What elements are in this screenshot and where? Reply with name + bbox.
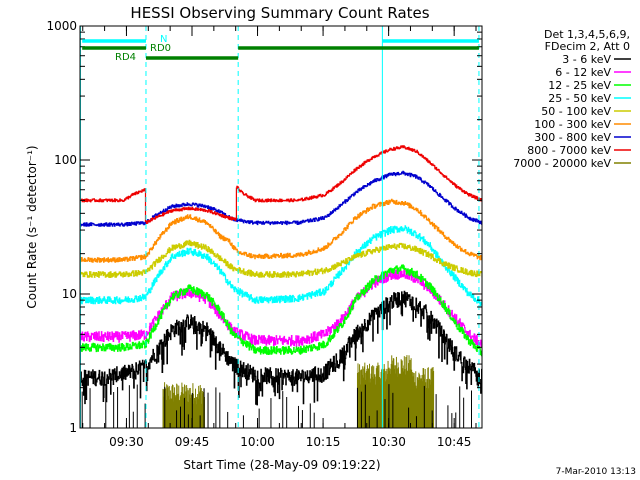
y-tick-label-1: 10 bbox=[62, 287, 77, 301]
legend-label-8: 7000 - 20000 keV bbox=[513, 157, 611, 170]
series-line-4 bbox=[80, 239, 482, 278]
legend-label-0: 3 - 6 keV bbox=[562, 53, 611, 66]
legend-header-1: FDecim 2, Att 0 bbox=[545, 40, 630, 53]
timestamp: 7-Mar-2010 13:13 bbox=[556, 467, 636, 477]
series-line-7 bbox=[80, 145, 482, 224]
legend-label-1: 6 - 12 keV bbox=[555, 66, 611, 79]
legend-label-3: 25 - 50 keV bbox=[548, 92, 611, 105]
legend-label-6: 300 - 800 keV bbox=[534, 131, 611, 144]
flag-n: N bbox=[82, 34, 479, 45]
chart-title: HESSI Observing Summary Count Rates bbox=[130, 4, 429, 22]
legend-label-7: 800 - 7000 keV bbox=[527, 144, 611, 157]
legend-header-0: Det 1,3,4,5,6,9, bbox=[544, 28, 630, 41]
plot-frame bbox=[79, 25, 483, 429]
olive-block-1 bbox=[356, 362, 389, 428]
series-line-0 bbox=[80, 290, 482, 406]
series-line-2 bbox=[80, 264, 482, 357]
legend-label-5: 100 - 300 keV bbox=[534, 118, 611, 131]
x-tick-label-1: 09:45 bbox=[175, 435, 210, 449]
legend-label-2: 12 - 25 keV bbox=[548, 79, 611, 92]
x-tick-label-2: 10:00 bbox=[240, 435, 275, 449]
y-tick-label-0: 1 bbox=[69, 421, 77, 435]
series-line-5 bbox=[80, 198, 482, 263]
series-line-3 bbox=[80, 225, 482, 307]
x-axis-label: Start Time (28-May-09 09:19:22) bbox=[183, 458, 380, 472]
olive-block-3 bbox=[411, 367, 435, 428]
y-tick-label-2: 100 bbox=[54, 153, 77, 167]
x-tick-label-0: 09:30 bbox=[109, 435, 144, 449]
flag-rd4: RD4 bbox=[115, 52, 239, 63]
x-tick-label-3: 10:15 bbox=[306, 435, 341, 449]
flag-label-rd4: RD4 bbox=[115, 52, 136, 63]
axes-layer: 1 10 100 1000 09:30 09:45 10:00 10:15 10:30 10:45 bbox=[46, 19, 482, 449]
series-line-1 bbox=[80, 268, 482, 348]
y-tick-label-3: 1000 bbox=[46, 19, 77, 33]
flag-rd0: RD0 bbox=[82, 43, 479, 54]
legend-label-4: 50 - 100 keV bbox=[541, 105, 611, 118]
data-layer bbox=[80, 145, 482, 428]
flag-label-rd0: RD0 bbox=[150, 43, 171, 54]
low-count-spikes bbox=[81, 384, 473, 428]
flag-label-n: N bbox=[160, 34, 167, 45]
x-tick-label-4: 10:30 bbox=[371, 435, 406, 449]
olive-block-0 bbox=[162, 382, 205, 428]
x-tick-label-5: 10:45 bbox=[437, 435, 472, 449]
legend: Det 1,3,4,5,6,9,FDecim 2, Att 03 - 6 keV… bbox=[513, 28, 631, 170]
y-axis-label: Count Rate (s⁻¹ detector⁻¹) bbox=[25, 145, 39, 308]
